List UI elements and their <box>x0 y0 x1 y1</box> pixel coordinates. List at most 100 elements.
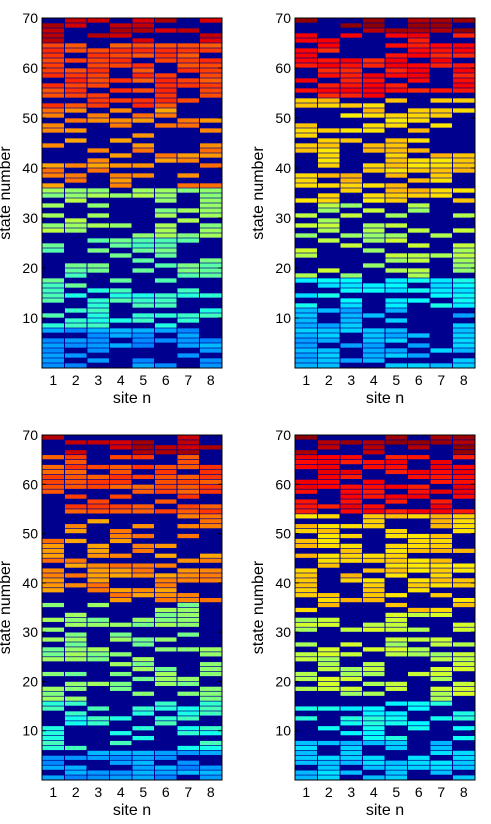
heatmap-cell <box>453 519 475 524</box>
y-axis-label: state number <box>0 146 14 240</box>
heatmap-cell <box>42 755 64 760</box>
heatmap-cell <box>295 358 317 363</box>
heatmap-cell <box>42 553 64 558</box>
heatmap-cell <box>295 652 317 657</box>
heatmap-cell <box>177 263 199 268</box>
heatmap-cell <box>177 28 199 33</box>
heatmap-cell <box>177 318 199 323</box>
x-axis-label: site n <box>366 390 404 407</box>
heatmap-cells <box>295 18 475 368</box>
heatmap-cell <box>132 504 154 509</box>
heatmap-cells <box>42 18 222 368</box>
heatmap-cell <box>385 143 407 148</box>
heatmap-cell <box>453 333 475 338</box>
heatmap-cell <box>110 652 132 657</box>
heatmap-cell <box>363 716 385 721</box>
heatmap-cell <box>385 318 407 323</box>
heatmap-cell <box>385 173 407 178</box>
heatmap-cell <box>385 740 407 746</box>
heatmap-cell <box>295 63 317 68</box>
heatmap-cell <box>200 263 222 268</box>
heatmap-cell <box>363 494 385 499</box>
heatmap-cell <box>42 558 64 563</box>
heatmap-cell <box>87 263 109 268</box>
heatmap-cell <box>318 68 340 73</box>
heatmap-cell <box>363 198 385 203</box>
y-tick-label: 70 <box>275 10 291 26</box>
heatmap-cell <box>87 313 109 318</box>
heatmap-cell <box>408 43 430 48</box>
heatmap-cell <box>318 597 340 603</box>
heatmap-cell <box>110 484 132 489</box>
heatmap-cell <box>177 208 199 213</box>
heatmap-cell <box>385 459 407 465</box>
heatmap-cell <box>110 563 132 568</box>
heatmap-cell <box>408 578 430 583</box>
heatmap-cell <box>177 524 199 529</box>
heatmap-cell <box>385 188 407 193</box>
heatmap-cell <box>200 78 222 83</box>
heatmap-cell <box>318 148 340 153</box>
heatmap-cell <box>385 28 407 33</box>
heatmap-cell <box>110 163 132 168</box>
heatmap-cell <box>155 243 177 248</box>
heatmap-cell <box>318 755 340 760</box>
heatmap-cell <box>65 78 87 83</box>
heatmap-cell <box>408 514 430 519</box>
heatmap-cell <box>110 298 132 303</box>
heatmap-cell <box>385 238 407 243</box>
y-tick-label: 70 <box>275 427 291 443</box>
heatmap-cell <box>177 459 199 465</box>
heatmap-cell <box>385 735 407 741</box>
heatmap-cell <box>430 745 452 751</box>
heatmap-cell <box>132 38 154 43</box>
heatmap-cell <box>132 73 154 78</box>
heatmap-cell <box>132 568 154 573</box>
heatmap-cell <box>385 533 407 539</box>
heatmap-cell <box>385 223 407 228</box>
heatmap-cell <box>453 464 475 470</box>
heatmap-cell <box>295 248 317 253</box>
heatmap-cell <box>318 765 340 770</box>
heatmap-cell <box>200 223 222 228</box>
heatmap-cell <box>65 273 87 278</box>
heatmap-cell <box>87 78 109 83</box>
heatmap-cell <box>385 73 407 78</box>
heatmap-cell <box>132 588 154 593</box>
heatmap-cell <box>318 63 340 68</box>
heatmap-cell <box>87 168 109 173</box>
heatmap-cell <box>453 568 475 573</box>
heatmap-cell <box>87 33 109 38</box>
heatmap-cell <box>177 602 199 608</box>
heatmap-cell <box>110 760 132 765</box>
heatmap-cell <box>155 263 177 268</box>
heatmap-cell <box>42 93 64 98</box>
heatmap-cell <box>363 223 385 228</box>
heatmap-cell <box>200 770 222 775</box>
heatmap-cell <box>155 88 177 93</box>
heatmap-cell <box>87 238 109 243</box>
heatmap-cell <box>132 524 154 529</box>
heatmap-cell <box>318 223 340 228</box>
heatmap-cell <box>453 662 475 667</box>
heatmap-cell <box>430 293 452 298</box>
heatmap-cell <box>42 484 64 489</box>
heatmap-cell <box>155 597 177 603</box>
y-tick-label: 60 <box>22 476 38 492</box>
heatmap-cell <box>155 617 177 622</box>
heatmap-cell <box>200 489 222 494</box>
heatmap-cell <box>318 533 340 539</box>
heatmap-cell <box>65 73 87 78</box>
heatmap-cell <box>408 63 430 68</box>
heatmap-cell <box>132 63 154 68</box>
heatmap-cell <box>453 253 475 258</box>
heatmap-cell <box>87 775 109 780</box>
heatmap-cell <box>177 750 199 756</box>
heatmap-cell <box>318 153 340 158</box>
heatmap-cell <box>295 78 317 83</box>
heatmap-cell <box>87 504 109 509</box>
heatmap-cell <box>453 524 475 529</box>
heatmap-cell <box>155 681 177 687</box>
heatmap-cell <box>132 98 154 103</box>
y-tick-label: 60 <box>275 60 291 76</box>
